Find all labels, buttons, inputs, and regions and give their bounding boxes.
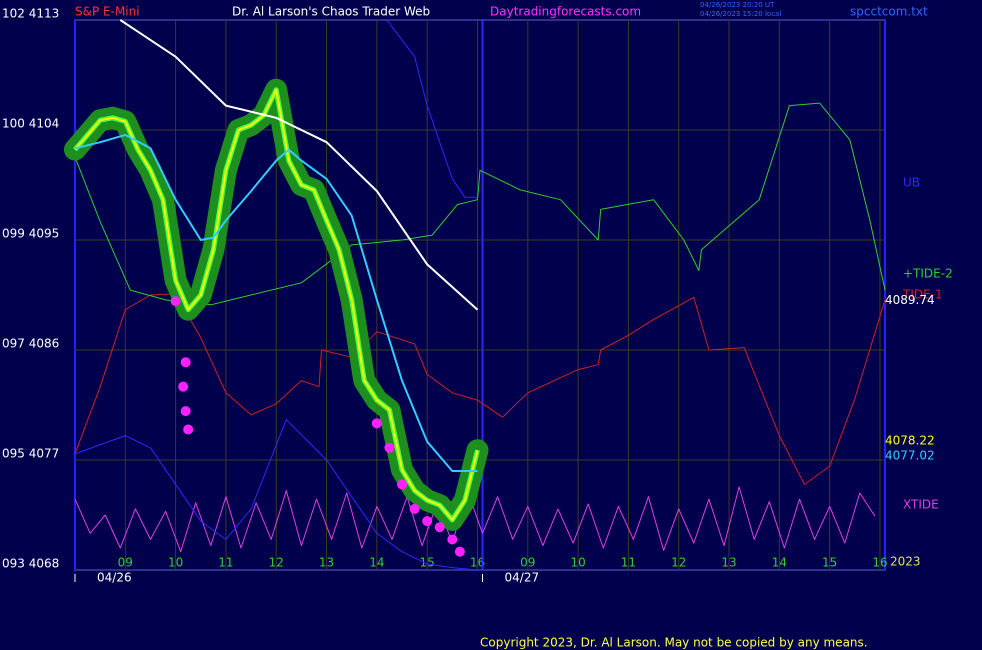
x-tick-label: 10 [168,556,183,570]
y-tick-label: 099 4095 [2,227,59,241]
low-dot [454,546,465,557]
site-title: Dr. Al Larson's Chaos Trader Web [232,5,430,19]
site-url: Daytradingforecasts.com [490,5,641,19]
low-dot [434,522,445,533]
y-tick-label: 097 4086 [2,337,59,351]
low-dot [422,516,433,527]
x-tick-label: 11 [621,556,636,570]
low-dot [180,406,191,417]
end-value-label: 4077.02 [885,448,935,462]
low-dot [409,503,420,514]
low-dot [447,534,458,545]
end-value-label: 4078.22 [885,434,935,448]
series-line [74,102,886,306]
low-dot [170,296,181,307]
copyright: Copyright 2023, Dr. Al Larson. May not b… [480,636,868,650]
series-line [74,419,478,571]
file-name: spcctcom.txt [850,5,928,19]
end-value-label: 4089.74 [885,293,935,307]
series-line [74,486,876,553]
series-name: TIDE-1 [902,287,943,301]
series-line [386,19,478,198]
x-tick-label: 09 [118,556,133,570]
x-tick-label: 12 [671,556,686,570]
series-line [74,88,479,521]
year-label: 2023 [890,555,921,569]
series-name: +TIDE-2 [903,267,953,281]
low-dot [180,357,191,368]
x-tick-label: 09 [520,556,535,570]
x-tick-label: 13 [721,556,736,570]
date-label: 04/27 [505,571,540,585]
time-local: 04/26/2023 15:20 local [700,10,781,18]
low-dot [178,381,189,392]
series-line [119,19,479,311]
x-tick-label: 10 [570,556,585,570]
series-line [74,293,886,485]
date-label: 04/26 [97,571,132,585]
y-tick-label: 102 4113 [2,7,59,21]
series-line [74,133,478,472]
x-tick-label: 15 [420,556,435,570]
x-tick-label: 11 [218,556,233,570]
x-tick-label: 15 [822,556,837,570]
x-tick-label: 13 [319,556,334,570]
x-tick-label: 16 [872,556,887,570]
x-tick-label: 12 [269,556,284,570]
y-tick-label: 093 4068 [2,557,59,571]
time-ut: 04/26/2023 20:20 UT [700,1,775,9]
y-tick-label: 095 4077 [2,447,59,461]
series-name: XTIDE [903,498,939,512]
low-dot [397,479,408,490]
y-tick-label: 100 4104 [2,117,59,131]
x-tick-label: 14 [772,556,787,570]
x-tick-label: 16 [470,556,485,570]
symbol: S&P E-Mini [75,5,140,19]
x-tick-label: 14 [369,556,384,570]
low-dot [384,442,395,453]
series-name: UB [903,176,920,190]
low-dot [183,424,194,435]
low-dot [371,418,382,429]
